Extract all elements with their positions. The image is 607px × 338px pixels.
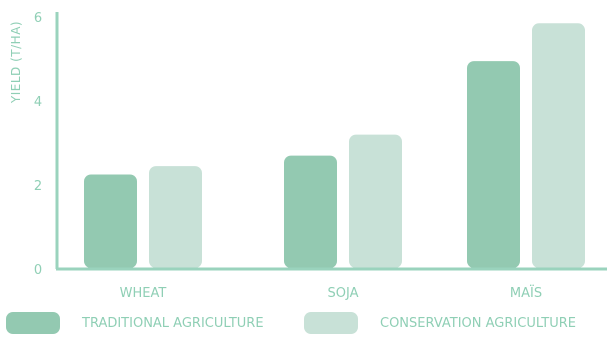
y-tick-label: 2: [34, 179, 42, 194]
bar-maïs-conservation: [532, 23, 585, 268]
legend-swatch-conservation: [304, 312, 358, 334]
y-axis-ticks: 0 2 4 6: [34, 11, 42, 278]
x-axis-category-labels: WHEAT SOJA MAÏS: [120, 285, 542, 301]
y-tick-label: 4: [34, 95, 42, 110]
bar-soja-conservation: [349, 134, 402, 268]
legend-swatch-traditional: [6, 312, 60, 334]
legend-label-conservation: CONSERVATION AGRICULTURE: [380, 315, 576, 331]
legend-item-conservation: CONSERVATION AGRICULTURE: [304, 312, 576, 334]
y-tick-label: 0: [34, 263, 42, 278]
x-category-label: SOJA: [328, 286, 359, 301]
bar-wheat-traditional: [84, 174, 137, 268]
y-tick-label: 6: [34, 11, 42, 26]
bar-soja-traditional: [284, 155, 337, 268]
bar-wheat-conservation: [149, 166, 202, 268]
legend-label-traditional: TRADITIONAL AGRICULTURE: [82, 315, 264, 331]
legend-item-traditional: TRADITIONAL AGRICULTURE: [6, 312, 264, 334]
y-axis-title: YIELD (T/HA): [9, 21, 23, 104]
bar-chart: 0 2 4 6 YIELD (T/HA) WHEAT SOJA MAÏS: [9, 11, 607, 301]
x-category-label: WHEAT: [120, 286, 167, 301]
bar-maïs-traditional: [467, 61, 520, 268]
x-category-label: MAÏS: [510, 285, 542, 301]
bars: [84, 23, 585, 268]
legend: TRADITIONAL AGRICULTURE CONSERVATION AGR…: [0, 310, 607, 338]
